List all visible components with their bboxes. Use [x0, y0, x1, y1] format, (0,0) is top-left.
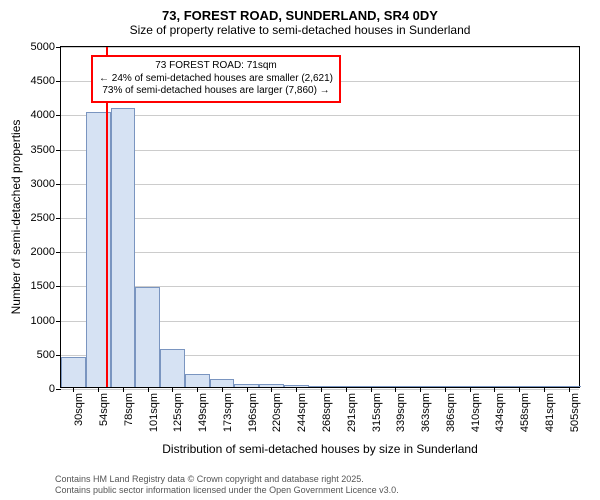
- y-axis-label: Number of semi-detached properties: [9, 120, 23, 315]
- x-tick-label: 339sqm: [395, 393, 407, 432]
- x-tick-label: 196sqm: [247, 393, 259, 432]
- x-tick-mark: [172, 387, 173, 392]
- property-size-chart: 73, FOREST ROAD, SUNDERLAND, SR4 0DY Siz…: [0, 0, 600, 500]
- x-tick-mark: [98, 387, 99, 392]
- x-tick-label: 268sqm: [321, 393, 333, 432]
- histogram-bar: [111, 108, 136, 387]
- x-tick-label: 505sqm: [569, 393, 581, 432]
- y-tick-label: 1500: [31, 280, 61, 292]
- x-tick-label: 30sqm: [73, 393, 85, 426]
- x-tick-mark: [395, 387, 396, 392]
- x-tick-mark: [296, 387, 297, 392]
- x-tick-label: 125sqm: [172, 393, 184, 432]
- histogram-bar: [135, 287, 160, 387]
- x-tick-label: 101sqm: [148, 393, 160, 432]
- y-tick-label: 3000: [31, 178, 61, 190]
- x-tick-mark: [222, 387, 223, 392]
- x-tick-mark: [420, 387, 421, 392]
- histogram-bar: [185, 374, 210, 387]
- y-tick-label: 0: [49, 383, 61, 395]
- x-tick-label: 220sqm: [271, 393, 283, 432]
- chart-subtitle: Size of property relative to semi-detach…: [0, 23, 600, 37]
- chart-footer: Contains HM Land Registry data © Crown c…: [55, 474, 399, 496]
- x-tick-label: 291sqm: [346, 393, 358, 432]
- plot-area: 0500100015002000250030003500400045005000…: [60, 46, 580, 388]
- x-tick-label: 78sqm: [123, 393, 135, 426]
- x-axis-label: Distribution of semi-detached houses by …: [162, 442, 478, 456]
- x-tick-label: 434sqm: [494, 393, 506, 432]
- gridline: [61, 47, 579, 48]
- x-tick-label: 386sqm: [445, 393, 457, 432]
- y-tick-label: 1000: [31, 315, 61, 327]
- x-tick-label: 54sqm: [98, 393, 110, 426]
- x-tick-mark: [371, 387, 372, 392]
- gridline: [61, 218, 579, 219]
- x-tick-label: 410sqm: [470, 393, 482, 432]
- x-tick-label: 244sqm: [296, 393, 308, 432]
- x-tick-mark: [470, 387, 471, 392]
- annotation-line: 73 FOREST ROAD: 71sqm: [99, 60, 333, 73]
- y-tick-label: 5000: [31, 41, 61, 53]
- y-tick-label: 500: [37, 349, 61, 361]
- x-tick-label: 149sqm: [197, 393, 209, 432]
- y-tick-label: 4000: [31, 109, 61, 121]
- y-tick-label: 2000: [31, 246, 61, 258]
- histogram-bar: [61, 357, 86, 387]
- x-tick-mark: [346, 387, 347, 392]
- y-tick-label: 3500: [31, 144, 61, 156]
- chart-title: 73, FOREST ROAD, SUNDERLAND, SR4 0DY: [0, 0, 600, 23]
- annotation-box: 73 FOREST ROAD: 71sqm← 24% of semi-detac…: [91, 55, 341, 103]
- x-tick-mark: [445, 387, 446, 392]
- x-tick-label: 173sqm: [222, 393, 234, 432]
- annotation-line: 73% of semi-detached houses are larger (…: [99, 85, 333, 98]
- x-tick-mark: [73, 387, 74, 392]
- x-tick-mark: [494, 387, 495, 392]
- x-tick-mark: [197, 387, 198, 392]
- gridline: [61, 252, 579, 253]
- histogram-bar: [160, 349, 185, 387]
- x-tick-label: 315sqm: [371, 393, 383, 432]
- gridline: [61, 389, 579, 390]
- x-tick-label: 458sqm: [519, 393, 531, 432]
- x-tick-label: 363sqm: [420, 393, 432, 432]
- x-tick-mark: [271, 387, 272, 392]
- gridline: [61, 184, 579, 185]
- y-tick-label: 4500: [31, 75, 61, 87]
- x-tick-mark: [519, 387, 520, 392]
- x-tick-label: 481sqm: [544, 393, 556, 432]
- x-tick-mark: [569, 387, 570, 392]
- y-tick-label: 2500: [31, 212, 61, 224]
- annotation-line: ← 24% of semi-detached houses are smalle…: [99, 73, 333, 86]
- gridline: [61, 115, 579, 116]
- x-tick-mark: [247, 387, 248, 392]
- x-tick-mark: [544, 387, 545, 392]
- footer-line: Contains HM Land Registry data © Crown c…: [55, 474, 399, 485]
- x-tick-mark: [148, 387, 149, 392]
- x-tick-mark: [321, 387, 322, 392]
- gridline: [61, 150, 579, 151]
- footer-line: Contains public sector information licen…: [55, 485, 399, 496]
- x-tick-mark: [123, 387, 124, 392]
- histogram-bar: [210, 379, 235, 387]
